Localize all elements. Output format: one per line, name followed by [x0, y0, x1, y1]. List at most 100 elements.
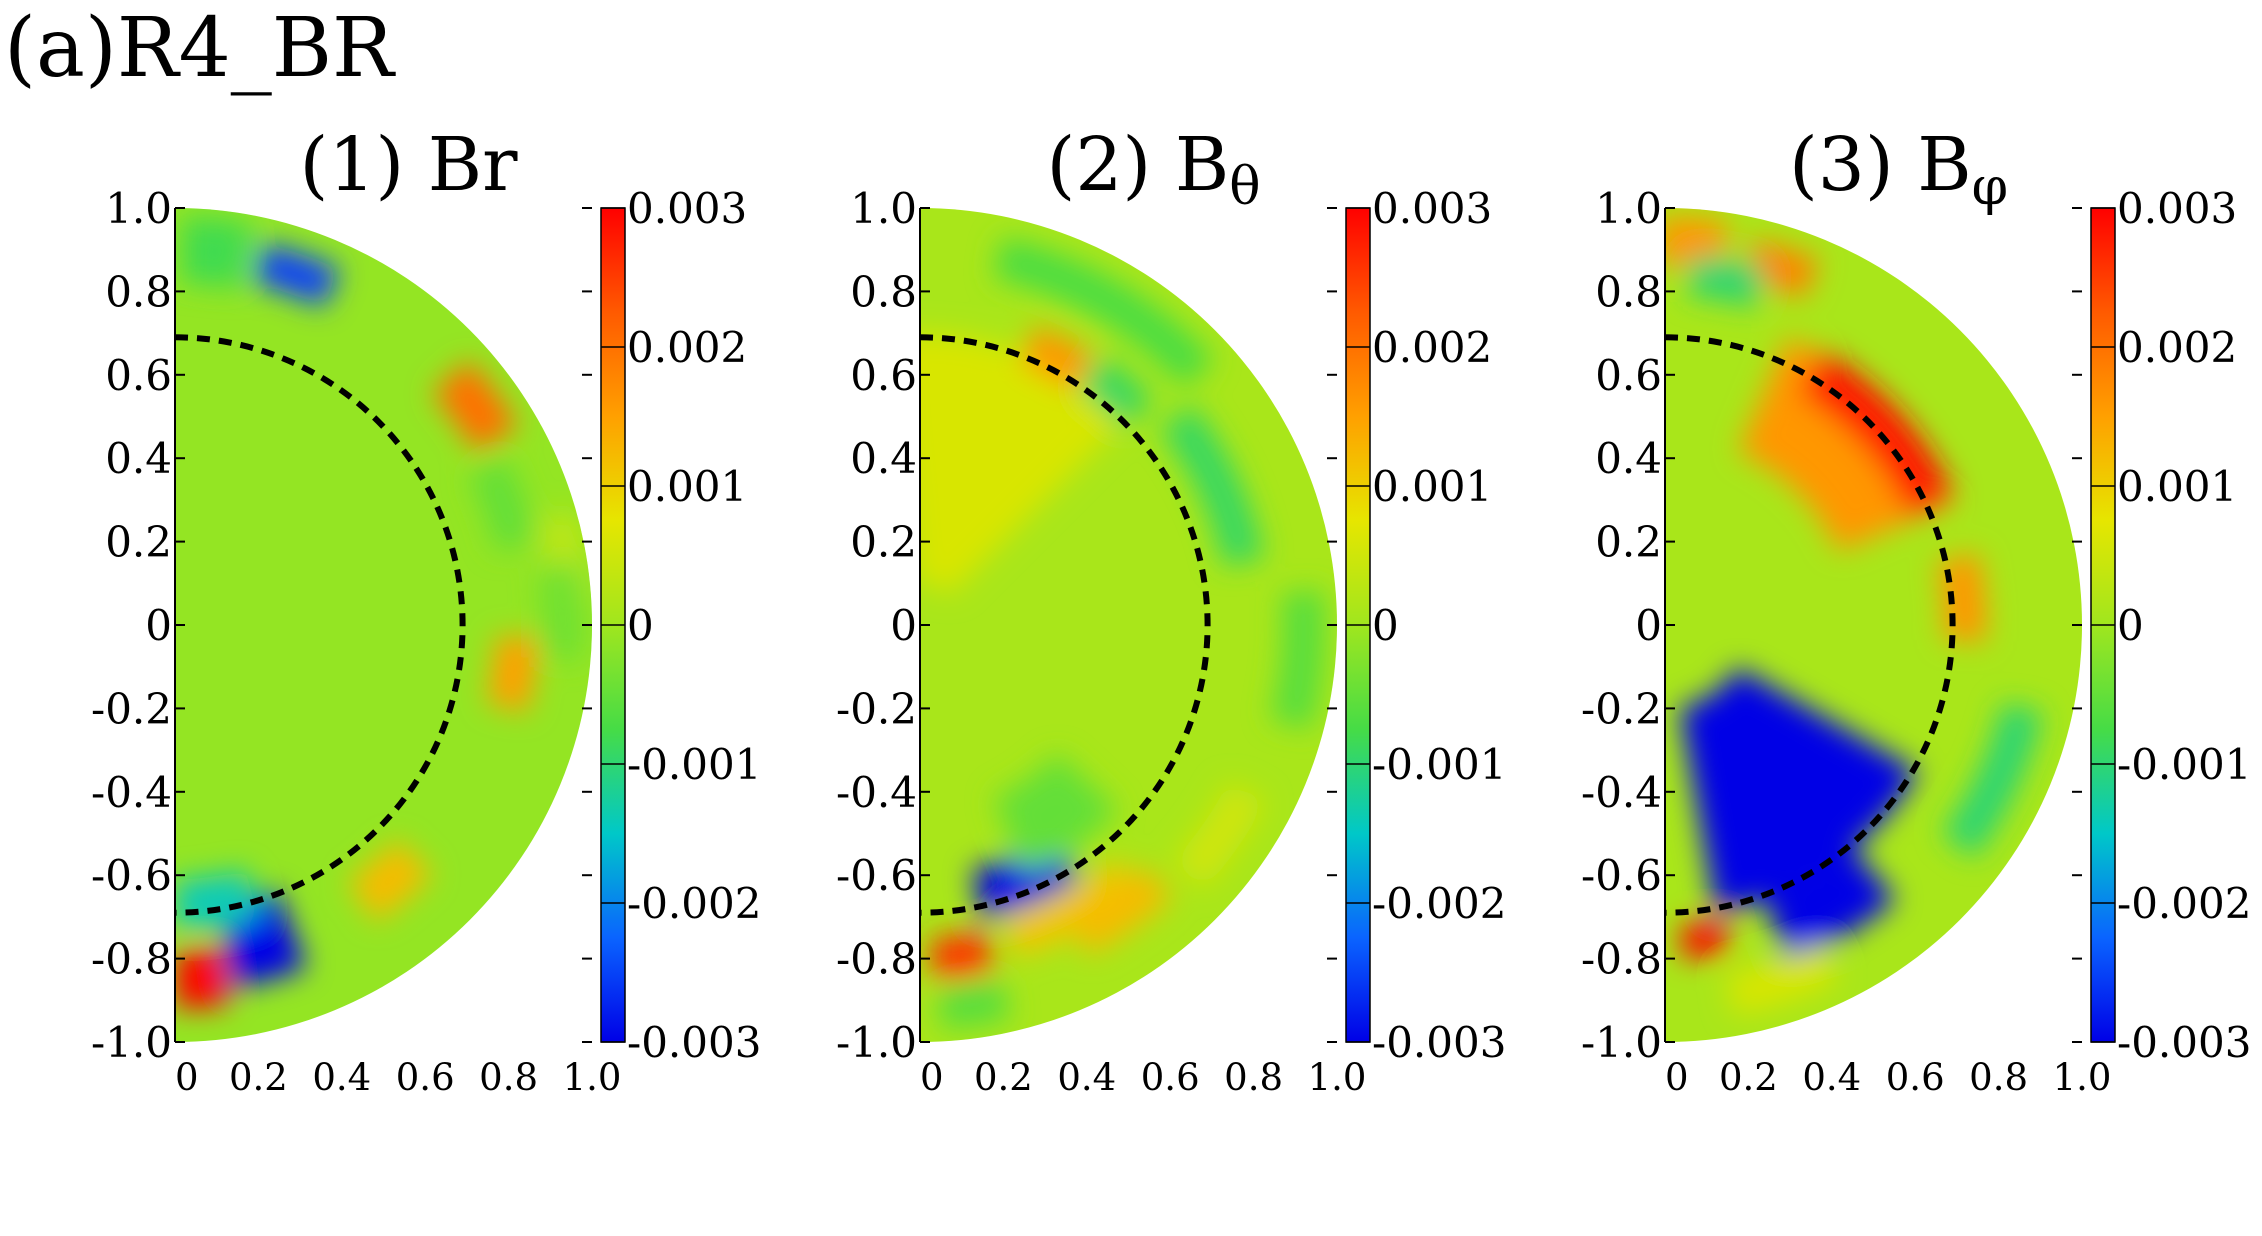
x-tick-label: 1.0 — [1308, 1056, 1367, 1099]
field-region — [1680, 919, 1729, 959]
y-tick-label: 0 — [1635, 601, 1662, 650]
y-tick-label: 0 — [890, 601, 917, 650]
y-tick-label: -0.2 — [1581, 684, 1662, 733]
panel-title-main: (3) B — [1789, 122, 1972, 208]
x-tick-label: 0.6 — [1886, 1056, 1945, 1099]
field-region — [1173, 782, 1266, 890]
x-tick-label: 0.8 — [1224, 1056, 1283, 1099]
x-tick-label: 1.0 — [2053, 1056, 2112, 1099]
colorbar-tick-label: 0.002 — [627, 323, 747, 372]
x-tick-label: 0 — [1665, 1056, 1689, 1099]
field-features — [1665, 216, 2043, 1016]
y-tick-label: -0.8 — [836, 935, 917, 984]
colorbar-tick-label: 0.001 — [1372, 462, 1492, 511]
x-tick-label: 1.0 — [563, 1056, 622, 1099]
colorbar-tick-label: 0 — [1372, 601, 1399, 650]
field-region — [253, 243, 341, 308]
field-region — [920, 333, 1127, 596]
dashed-boundary — [1664, 334, 1956, 916]
field-region — [1078, 355, 1154, 429]
panel-title: (1) Br — [299, 122, 518, 208]
panel-title-subscript: θ — [1229, 157, 1260, 217]
y-tick-label: -0.8 — [91, 935, 172, 984]
colorbar-tick-label: 0.002 — [1372, 323, 1492, 372]
y-tick-label: -0.6 — [836, 851, 917, 900]
field-region — [993, 237, 1215, 388]
y-tick-label: -0.4 — [836, 768, 917, 817]
x-tick-label: 0.8 — [479, 1056, 538, 1099]
colorbar-tick-label: 0.003 — [2117, 184, 2237, 233]
field-region — [180, 216, 253, 290]
panel-title-main: (2) B — [1046, 122, 1229, 208]
field-region — [1020, 325, 1095, 391]
x-tick-label: 0 — [920, 1056, 944, 1099]
dashed-boundary — [174, 334, 466, 916]
colorbar-tick-label: 0.002 — [2117, 323, 2237, 372]
y-tick-label: 0.8 — [850, 267, 917, 316]
panel-2: 1.00.80.60.40.20-0.2-0.4-0.6-0.8-1.00 0.2… — [836, 122, 1506, 1099]
field-region — [1941, 702, 2043, 859]
field-features — [920, 237, 1325, 1029]
field-region — [175, 947, 229, 1009]
y-tick-label: -1.0 — [836, 1018, 917, 1067]
colorbar-tick-label: 0.003 — [627, 184, 747, 233]
x-tick-label: 0.2 — [974, 1056, 1033, 1099]
field-region — [1003, 858, 1143, 958]
field-region — [537, 561, 584, 661]
field-region — [486, 636, 538, 713]
field-features — [175, 216, 591, 1009]
colorbar-tick-label: -0.002 — [1372, 879, 1506, 928]
x-tick-label: 0.2 — [1719, 1056, 1778, 1099]
y-tick-label: -0.6 — [1581, 851, 1662, 900]
y-tick-label: 0.2 — [105, 518, 172, 567]
y-tick-label: 1.0 — [105, 184, 172, 233]
y-tick-label: 0.2 — [1595, 518, 1662, 567]
y-tick-label: 0.4 — [1595, 434, 1662, 483]
x-tick-label: 0.8 — [1969, 1056, 2028, 1099]
y-tick-label: 0.8 — [105, 267, 172, 316]
colorbar-tick-label: -0.003 — [627, 1018, 761, 1067]
field-region — [1726, 943, 1839, 1016]
field-region — [930, 930, 994, 980]
field-blur — [175, 216, 591, 1009]
colorbar-tick-label: 0.001 — [627, 462, 747, 511]
colorbar-tick-label: -0.002 — [2117, 879, 2251, 928]
y-tick-label: 0.8 — [1595, 267, 1662, 316]
figure-title: (a)R4_BR — [4, 1, 394, 96]
field-region — [1679, 666, 1918, 913]
colorbar-tick-label: 0.003 — [1372, 184, 1492, 233]
panel-title: (3) Bφ — [1789, 122, 2008, 217]
y-tick-label: -0.6 — [91, 851, 172, 900]
field-region — [1270, 589, 1325, 730]
y-tick-label: -0.4 — [1581, 768, 1662, 817]
y-tick-label: -0.2 — [836, 684, 917, 733]
y-tick-label: 0.6 — [1595, 351, 1662, 400]
x-tick-label: 0.4 — [1802, 1056, 1861, 1099]
panel-title-main: (1) Br — [299, 122, 518, 208]
field-region — [1937, 552, 1987, 642]
panel-1: 1.00.80.60.40.20-0.2-0.4-0.6-0.8-1.00 0.2… — [91, 122, 761, 1099]
field-region — [432, 359, 519, 452]
panel-title-subscript: φ — [1972, 157, 2008, 217]
field-region — [993, 752, 1119, 875]
x-tick-label: 0.4 — [312, 1056, 371, 1099]
field-region — [1687, 254, 1768, 309]
field-region — [938, 978, 1011, 1029]
x-tick-label: 0.2 — [229, 1056, 288, 1099]
dashed-boundary — [919, 334, 1211, 916]
y-tick-label: 0.6 — [105, 351, 172, 400]
field-blur — [1665, 216, 2043, 1016]
x-tick-label: 0 — [175, 1056, 199, 1099]
colorbar-tick-label: -0.001 — [2117, 740, 2251, 789]
y-tick-label: -0.8 — [1581, 935, 1662, 984]
colorbar-tick-label: -0.001 — [627, 740, 761, 789]
colorbar-tick-label: -0.003 — [1372, 1018, 1506, 1067]
colorbar-tick-label: 0.001 — [2117, 462, 2237, 511]
x-tick-label: 0.4 — [1057, 1056, 1116, 1099]
colorbar-tick-label: 0 — [2117, 601, 2144, 650]
field-region — [1069, 865, 1174, 956]
y-tick-label: 1.0 — [1595, 184, 1662, 233]
y-tick-label: 0.4 — [850, 434, 917, 483]
